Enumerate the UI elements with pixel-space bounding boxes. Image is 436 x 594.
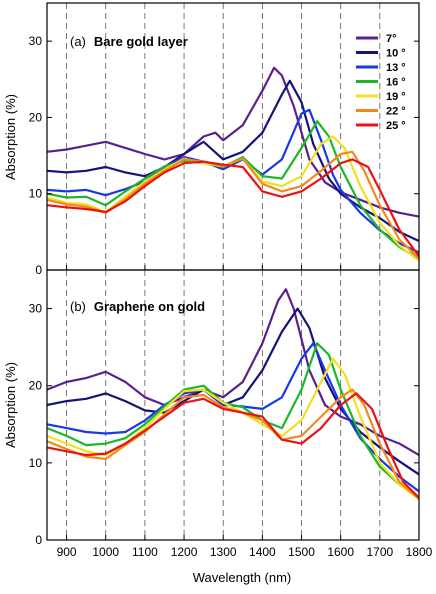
xtick-label-1000: 1000 <box>92 545 119 559</box>
panel-b-label: (b) Graphene on gold <box>70 299 205 314</box>
xtick-label-1400: 1400 <box>249 545 276 559</box>
legend-label-2: 13 ° <box>386 62 406 74</box>
panel-a: 0 10 20 30 (a) Bare gold layer Absorption (%… <box>3 2 420 277</box>
panel-b-series-1-line <box>46 307 420 476</box>
panel-b-ylabel: Absorption (%) <box>3 362 18 448</box>
panel-b-series-6-line <box>46 392 420 499</box>
panel-a-series-6-line <box>46 158 420 257</box>
xtick-label-1200: 1200 <box>171 545 198 559</box>
legend-label-0: 7° <box>386 33 397 45</box>
xtick-label-1500: 1500 <box>288 545 315 559</box>
panel-b-letter: (b) <box>70 299 86 314</box>
panel-a-ytick-label-10: 10 <box>29 187 43 201</box>
panel-a-letter: (a) <box>70 34 86 49</box>
panel-b: 0 10 20 30 900 1000 1100 1200 1300 1400 1500 1600 1… <box>3 269 433 559</box>
xtick-label-1800: 1800 <box>406 545 433 559</box>
panel-a-label: (a) Bare gold layer <box>70 34 188 49</box>
panel-a-ytick-label-20: 20 <box>29 110 43 124</box>
panel-b-ytick-label-20: 20 <box>29 379 43 393</box>
xtick-label-1700: 1700 <box>366 545 393 559</box>
xtick-label-1300: 1300 <box>210 545 237 559</box>
legend-label-6: 25 ° <box>386 120 406 132</box>
xtick-label-1600: 1600 <box>327 545 354 559</box>
panel-b-ytick-label-0: 0 <box>35 533 42 547</box>
x-axis-label: Wavelength (nm) <box>193 570 292 585</box>
panel-a-ylabel: Absorption (%) <box>3 94 18 180</box>
legend-label-1: 10 ° <box>386 48 406 60</box>
panel-a-ytick-label-0: 0 <box>35 263 42 277</box>
legend-label-4: 19 ° <box>386 91 406 103</box>
panel-b-frame <box>46 269 420 541</box>
xtick-label-1100: 1100 <box>132 545 158 559</box>
legend-label-3: 16 ° <box>386 77 406 89</box>
legend: 7° 10 ° 13 ° 16 ° 19 ° 22 ° 25 ° <box>356 33 406 132</box>
panel-a-title: Bare gold layer <box>94 34 188 49</box>
panel-b-title: Graphene on gold <box>94 299 205 314</box>
panel-b-ytick-label-10: 10 <box>29 456 43 470</box>
panel-a-ytick-label-30: 30 <box>29 34 43 48</box>
panel-a-series-0-line <box>46 66 420 218</box>
panel-b-ytick-label-30: 30 <box>29 302 43 316</box>
panel-b-series-3-line <box>46 342 420 499</box>
panel-a-series-3-line <box>46 120 420 260</box>
legend-label-5: 22 ° <box>386 106 406 118</box>
xtick-label-900: 900 <box>57 545 77 559</box>
